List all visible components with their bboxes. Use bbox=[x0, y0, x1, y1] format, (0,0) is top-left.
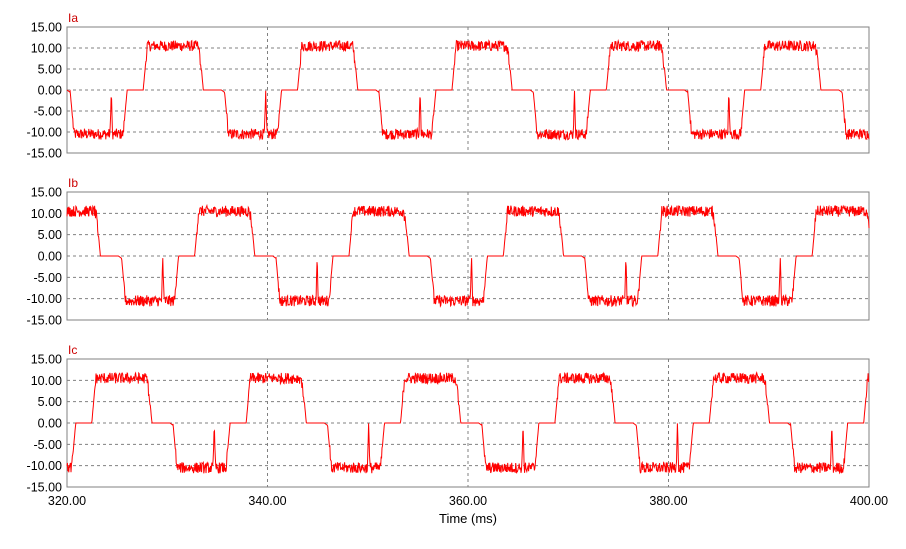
y-tick-label: 10.00 bbox=[31, 207, 62, 221]
plot-title: Ia bbox=[68, 11, 78, 25]
series-line-ic bbox=[66, 371, 870, 475]
y-tick-label: -5.00 bbox=[34, 271, 63, 285]
y-tick-label: -10.00 bbox=[27, 292, 62, 306]
y-tick-label: 15.00 bbox=[31, 353, 62, 367]
y-tick-label: 0.00 bbox=[38, 417, 62, 431]
y-tick-label: -15.00 bbox=[27, 147, 62, 161]
series-line-ib bbox=[66, 203, 870, 308]
x-axis-label: Time (ms) bbox=[439, 511, 497, 526]
y-tick-label: 0.00 bbox=[38, 84, 62, 98]
x-tick-label: 400.00 bbox=[850, 494, 888, 508]
y-tick-label: 10.00 bbox=[31, 42, 62, 56]
y-tick-label: 0.00 bbox=[38, 250, 62, 264]
plot-title: Ib bbox=[68, 176, 78, 190]
x-tick-label: 360.00 bbox=[449, 494, 487, 508]
panel-ic: 15.00 10.00 5.00 0.00 -5.00 -10.00 -15.00 Ic bbox=[27, 343, 870, 495]
y-tick-label: 15.00 bbox=[31, 21, 62, 35]
panel-ia: 15.00 10.00 5.00 0.00 -5.00 -10.00 -15.00 Ia bbox=[27, 11, 870, 161]
y-tick-label: 5.00 bbox=[38, 228, 62, 242]
plot-title: Ic bbox=[68, 343, 77, 357]
y-tick-label: -15.00 bbox=[27, 314, 62, 328]
y-tick-label: 10.00 bbox=[31, 374, 62, 388]
x-tick-label: 320.00 bbox=[48, 494, 86, 508]
y-tick-label: 15.00 bbox=[31, 186, 62, 200]
x-tick-label: 380.00 bbox=[649, 494, 687, 508]
y-tick-label: 5.00 bbox=[38, 395, 62, 409]
series-line-ia bbox=[66, 39, 870, 141]
y-tick-label: -15.00 bbox=[27, 481, 62, 495]
y-tick-label: -5.00 bbox=[34, 438, 63, 452]
y-tick-label: -10.00 bbox=[27, 459, 62, 473]
x-tick-label: 340.00 bbox=[248, 494, 286, 508]
y-tick-label: 5.00 bbox=[38, 63, 62, 77]
panel-ib: 15.00 10.00 5.00 0.00 -5.00 -10.00 -15.00 Ib bbox=[27, 176, 870, 328]
y-tick-label: -10.00 bbox=[27, 126, 62, 140]
y-tick-label: -5.00 bbox=[34, 105, 63, 119]
